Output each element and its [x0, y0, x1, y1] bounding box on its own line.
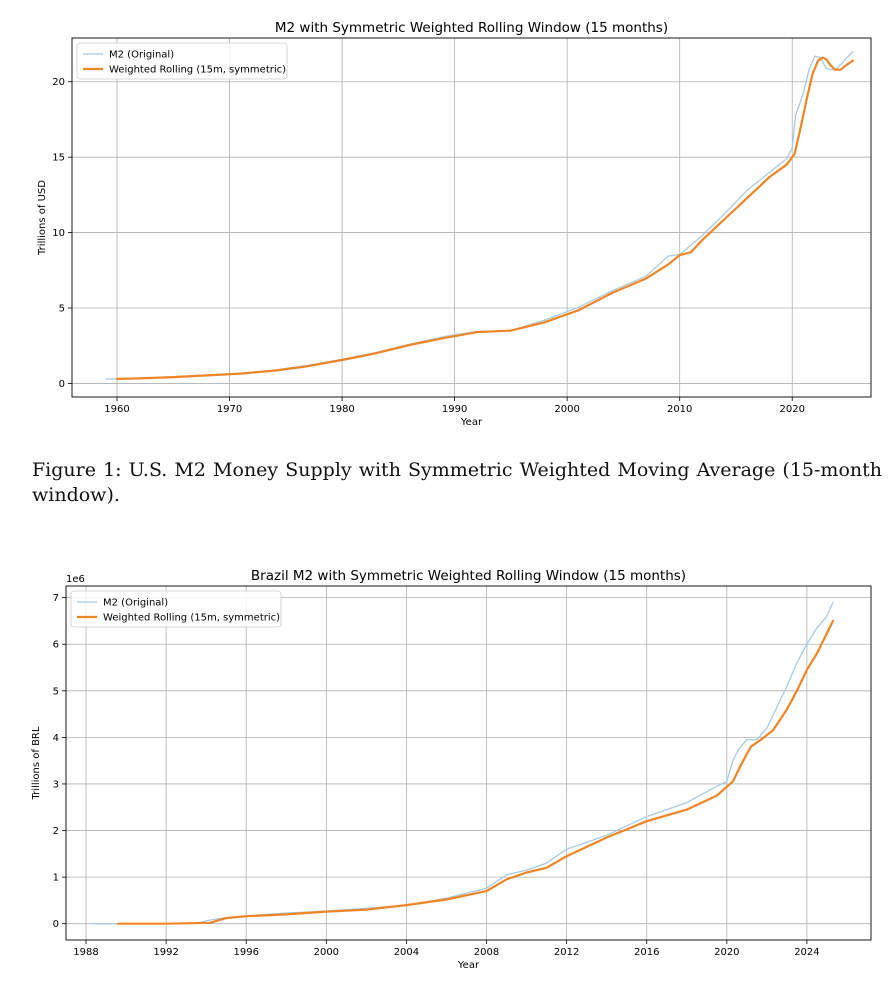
y-tick-label: 5 [53, 686, 59, 697]
legend-label: M2 (Original) [109, 50, 174, 61]
series-line-rolling [115, 56, 855, 380]
y-tick-label: 1 [53, 873, 59, 884]
y-tick-label: 10 [52, 228, 65, 239]
x-tick-label: 1980 [329, 404, 354, 415]
y-tick-label: 7 [53, 593, 59, 604]
x-tick-label: 1960 [104, 404, 129, 415]
legend: M2 (Original) Weighted Rolling (15m, symm… [76, 42, 288, 80]
series-line-original [93, 601, 834, 925]
x-tick-label: 1996 [233, 947, 258, 958]
us-m2-chart: 1960 1970 1980 1990 2000 2010 2020 0 5 10 15 20 M2 w… [0, 0, 896, 440]
y-tick-label: 5 [59, 304, 65, 315]
x-tick-label: 1970 [217, 404, 242, 415]
y-tick-label: 6 [53, 640, 59, 651]
legend-label: Weighted Rolling (15m, symmetric) [109, 65, 286, 76]
x-tick-label: 2008 [474, 947, 499, 958]
series-line-original [105, 50, 854, 380]
x-tick-label: 1992 [153, 947, 178, 958]
x-axis-label: Year [457, 960, 480, 971]
chart-title: M2 with Symmetric Weighted Rolling Windo… [275, 20, 668, 36]
y-tick-label: 0 [59, 379, 65, 390]
series-line-rolling [116, 619, 835, 925]
plot-frame [65, 585, 872, 941]
legend-label: Weighted Rolling (15m, symmetric) [103, 613, 280, 624]
x-tick-label: 1988 [73, 947, 98, 958]
x-tick-label: 2020 [714, 947, 739, 958]
legend-box [70, 590, 282, 628]
x-tick-label: 2010 [667, 404, 692, 415]
x-axis-label: Year [460, 417, 483, 428]
x-tick-label: 2024 [794, 947, 819, 958]
legend: M2 (Original) Weighted Rolling (15m, symm… [70, 590, 282, 628]
y-axis-label: Trillions of USD [37, 180, 48, 256]
x-tick-label: 2012 [554, 947, 579, 958]
y-offset-label: 1e6 [66, 574, 85, 585]
y-tick-label: 4 [53, 733, 59, 744]
y-tick-label: 20 [52, 77, 65, 88]
brazil-m2-chart: 1988 1992 1996 2000 2004 2008 2012 2016 2020 2024… [0, 558, 896, 980]
x-tick-label: 2000 [554, 404, 579, 415]
legend-label: M2 (Original) [103, 598, 168, 609]
x-tick-label: 2004 [394, 947, 419, 958]
y-tick-label: 0 [53, 919, 59, 930]
figure-1-caption-text: Figure 1: U.S. M2 Money Supply with Symm… [32, 459, 882, 506]
legend-box [76, 42, 288, 80]
y-tick-label: 3 [53, 779, 59, 790]
x-tick-label: 2020 [779, 404, 804, 415]
y-axis-label: Trillions of BRL [31, 726, 42, 800]
plot-frame [71, 37, 872, 398]
chart-title: Brazil M2 with Symmetric Weighted Rollin… [251, 568, 686, 584]
chart-svg: 1988 1992 1996 2000 2004 2008 2012 2016 2020 2024… [31, 568, 872, 971]
y-tick-label: 2 [53, 826, 59, 837]
x-tick-label: 2000 [314, 947, 339, 958]
chart-svg: 1960 1970 1980 1990 2000 2010 2020 0 5 10 15 20 M2 w… [37, 20, 872, 428]
y-tick-label: 15 [52, 153, 65, 164]
x-tick-label: 1990 [442, 404, 467, 415]
figure-1-caption: Figure 1: U.S. M2 Money Supply with Symm… [32, 458, 882, 508]
x-tick-label: 2016 [634, 947, 659, 958]
